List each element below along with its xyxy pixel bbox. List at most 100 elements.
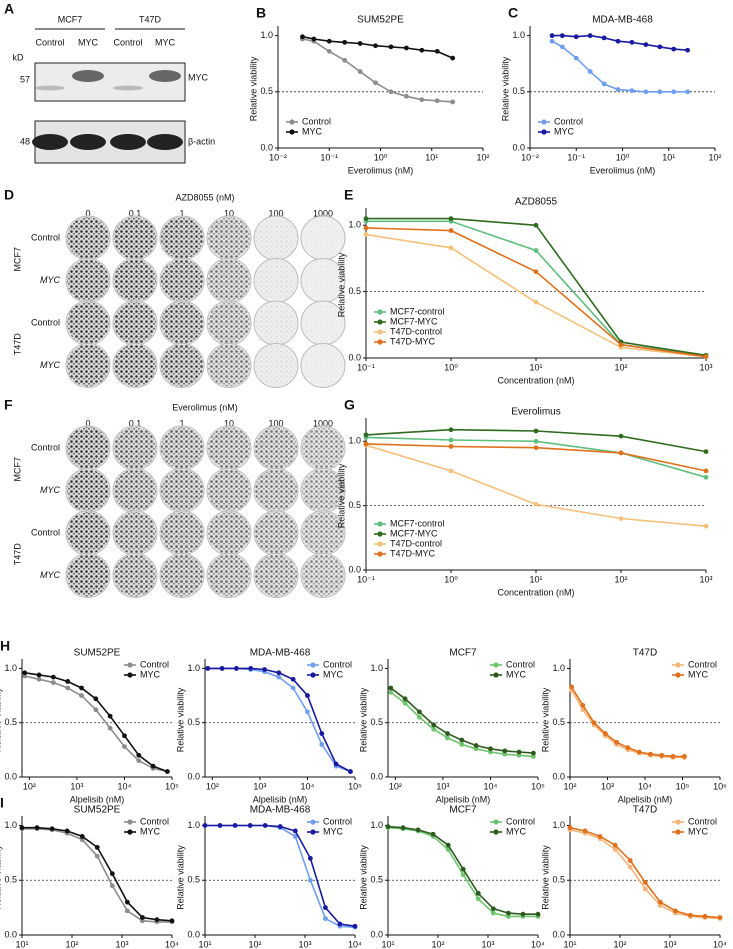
data-point [520, 911, 526, 917]
colony-growth [255, 259, 297, 302]
colony-growth [67, 344, 109, 387]
band [149, 70, 181, 82]
data-point [450, 99, 456, 105]
row-label: Control [31, 527, 60, 537]
data-point [150, 763, 156, 769]
data-point [448, 245, 454, 251]
data-point [347, 769, 353, 774]
data-point [262, 823, 268, 828]
kd-label: kD [13, 52, 25, 62]
panel-letter: D [4, 187, 14, 203]
data-point [373, 43, 378, 49]
data-point [643, 42, 649, 48]
data-point [681, 753, 687, 759]
x-tick-label: 10⁴ [118, 781, 132, 791]
data-point [459, 742, 465, 747]
data-point [94, 853, 100, 859]
data-point [559, 44, 565, 50]
colony-growth [208, 302, 250, 344]
y-axis-label: Relative viability [540, 845, 550, 910]
data-point [629, 39, 635, 45]
colony-growth [67, 512, 109, 554]
y-tick-label: 0.5 [348, 286, 361, 296]
y-tick-label: 0.5 [370, 717, 383, 727]
data-point [415, 827, 421, 833]
data-point [612, 847, 618, 852]
x-tick-label: 10¹ [529, 574, 542, 584]
series-line [302, 38, 453, 103]
data-point [107, 725, 113, 731]
colony-growth [208, 344, 250, 387]
x-tick-label: 10⁵ [348, 781, 362, 791]
x-tick-label: 10³ [115, 939, 128, 949]
colony-growth [255, 554, 297, 597]
x-tick-label: 10⁻¹ [567, 152, 585, 162]
legend-label: Control [323, 816, 352, 826]
data-point [657, 899, 663, 905]
chart-title: MCF7 [449, 648, 477, 659]
chart-title: SUM52PE [74, 648, 121, 659]
colony-growth [161, 259, 203, 302]
data-point [702, 913, 708, 919]
data-point [65, 685, 71, 691]
y-axis-label: Relative viability [540, 687, 550, 752]
row-label: MYC [40, 360, 61, 370]
data-point [19, 825, 25, 831]
y-tick-label: 0.5 [187, 717, 200, 727]
data-point [473, 743, 479, 748]
data-point [122, 733, 127, 739]
colony-growth [302, 344, 344, 387]
data-point [247, 823, 253, 828]
data-point [567, 825, 573, 831]
legend-marker [127, 819, 133, 825]
data-point [448, 427, 454, 433]
chart-title: T47D [633, 805, 657, 816]
legend-label: Control [506, 659, 535, 669]
data-point [460, 872, 466, 878]
data-point [93, 696, 99, 702]
data-point [506, 913, 511, 919]
dose-label: 100 [268, 208, 283, 218]
dose-label: 1 [179, 208, 184, 218]
data-point [643, 89, 649, 95]
legend-marker [127, 829, 133, 835]
data-point [388, 685, 394, 691]
legend-marker [377, 329, 383, 335]
series-line [24, 672, 168, 773]
legend-label: MCF7-control [390, 306, 445, 316]
x-axis-label: Alpelisib (nM) [253, 794, 308, 804]
blot [34, 62, 186, 102]
y-tick-label: 1.0 [260, 30, 273, 40]
row-label: Control [31, 232, 60, 242]
legend-label: MYC [688, 826, 709, 836]
data-point [657, 44, 663, 50]
data-point [136, 752, 142, 758]
x-tick-label: 10² [248, 939, 261, 949]
data-point [65, 679, 71, 684]
data-point [431, 722, 437, 728]
data-point [627, 864, 633, 870]
data-point [319, 731, 325, 736]
chart-title: AZD8055 [515, 197, 558, 208]
data-point [434, 98, 440, 104]
data-point [533, 269, 539, 275]
data-point [549, 38, 555, 44]
data-point [205, 666, 211, 671]
colony-growth [114, 512, 156, 554]
panel-letter: C [508, 5, 518, 21]
data-point [448, 228, 454, 233]
legend-marker [377, 531, 383, 537]
x-tick-label: 10⁴ [531, 939, 545, 949]
legend-label: T47D-control [390, 326, 442, 336]
band [147, 134, 183, 150]
data-point [164, 769, 170, 774]
data-point [363, 432, 369, 438]
x-tick-label: 10³ [253, 781, 266, 791]
data-point [625, 745, 631, 751]
legend-marker [310, 819, 316, 825]
panel-letter: F [4, 397, 13, 413]
group-label: T47D [12, 333, 22, 356]
legend-marker [675, 662, 681, 668]
assay-title: Everolimus (nM) [172, 402, 238, 412]
x-tick-label: 10⁻¹ [357, 362, 375, 372]
